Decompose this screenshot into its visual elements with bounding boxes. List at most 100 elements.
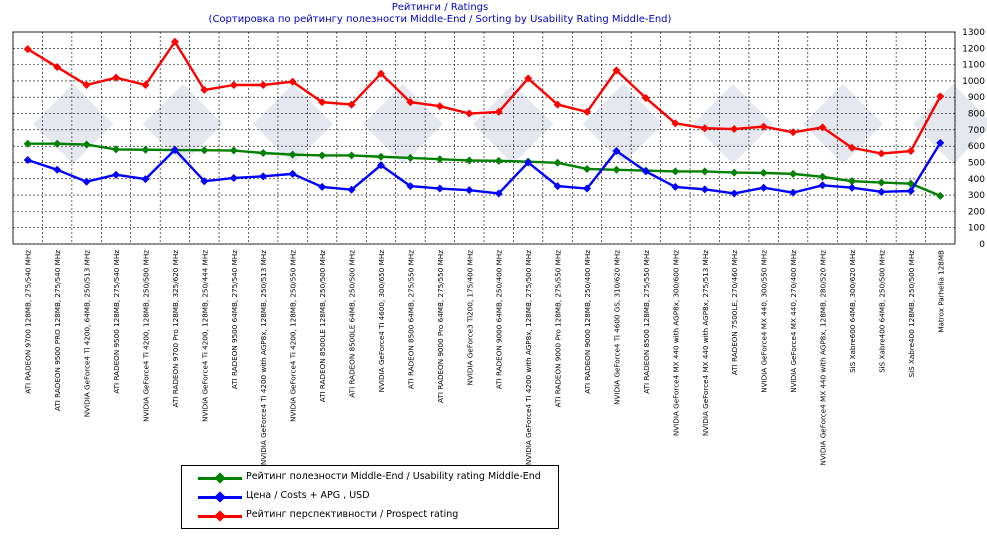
series-2-point [288, 77, 297, 86]
series-0-point [553, 158, 562, 167]
series-0-point [53, 139, 62, 148]
x-tick-label: Matrox Parhelia 128MB [936, 250, 945, 333]
series-1-point [641, 167, 650, 176]
series-2-point [877, 149, 886, 158]
series-1-point [259, 172, 268, 181]
series-2-point [818, 123, 827, 132]
chart-legend: Рейтинг полезности Middle-End / Usabilit… [181, 465, 559, 529]
x-tick-label: ATI RADEON 9500 128MB, 275/540 MHz [112, 250, 121, 394]
series-2-point [200, 85, 209, 94]
series-0-point [700, 167, 709, 176]
watermark-shape [583, 84, 663, 164]
y-tick-label: 900 [968, 93, 985, 103]
chart-subtitle: (Сортировка по рейтингу полезности Middl… [208, 14, 672, 25]
series-0-point [877, 178, 886, 187]
series-2-point [112, 73, 121, 82]
series-2-point [641, 94, 650, 103]
watermark-shape [693, 84, 773, 164]
series-0-point [847, 177, 856, 186]
x-tick-label: NVIDIA GeForce4 MX 440 with AGP8x, 300/6… [671, 250, 680, 436]
series-1-point [23, 156, 32, 165]
series-2-point [435, 102, 444, 111]
series-2-point [759, 122, 768, 131]
x-tick-label: ATI RADEON 8500LE 64MB, 250/500 MHz [348, 250, 357, 398]
series-0-point [82, 140, 91, 149]
x-tick-label: NVIDIA GeForce4 Ti 4200, 128MB, 250/500 … [141, 250, 150, 422]
series-1-point [847, 183, 856, 192]
series-2-point [730, 125, 739, 134]
x-tick-label: NVIDIA GeForce4 Ti 4200 with AGP8x, 128M… [259, 250, 268, 465]
x-tick-label: ATI RADEON 7500LE, 270/460 MHz [730, 250, 739, 375]
x-tick-label: NVIDIA GeForce3 Ti200, 175/400 MHz [465, 250, 474, 386]
series-2-point [82, 81, 91, 89]
x-tick-label: SiS Xabre600 64MB, 300/620 MHz [848, 250, 857, 373]
series-2-point [229, 81, 238, 89]
y-tick-label: 800 [968, 110, 985, 120]
y-tick-label: 700 [968, 126, 985, 136]
series-0-point [583, 164, 592, 173]
series-2-point [936, 92, 945, 101]
watermark-shape [473, 84, 553, 164]
series-2-point [700, 124, 709, 133]
x-tick-label: SiS Xabre400 128MB, 250/500 MHz [907, 250, 916, 378]
series-0-point [936, 191, 945, 200]
line-chart: 0 100 200 300 400 500 600 700 800 900 1000 1100 1200… [12, 28, 987, 465]
series-1-point [906, 187, 915, 195]
x-tick-label: NVIDIA GeForce4 MX 440 with AGP8x, 275/5… [701, 250, 710, 436]
series-1-point [730, 189, 739, 198]
series-2-point [53, 63, 62, 72]
series-1-point [53, 165, 62, 174]
series-2-point [494, 107, 503, 116]
series-1-point [700, 185, 709, 194]
y-tick-label: 100 [968, 224, 985, 234]
series-0-point [435, 155, 444, 164]
x-tick-label: ATI RADEON 9700 Pro 128MB, 325/620 MHz [171, 250, 180, 408]
y-tick-label: 600 [968, 142, 985, 152]
series-0-point [229, 146, 238, 155]
series-0-point [730, 168, 739, 177]
series-0-point [494, 156, 503, 165]
watermark-shape [913, 84, 987, 164]
x-tick-label: ATI RADEON 8500 128MB, 275/550 MHz [642, 250, 651, 394]
series-0-point [23, 139, 32, 148]
x-tick-label: ATI RADEON 9000 Pro 128MB, 275/550 MHz [554, 250, 563, 408]
series-0-point [818, 172, 827, 181]
x-tick-label: NVIDIA GeForce4 MX 440, 270/400 MHz [789, 250, 798, 393]
series-1-point [141, 175, 150, 184]
series-0-point [671, 167, 680, 176]
series-1-point [789, 188, 798, 197]
series-2-point [259, 81, 268, 89]
x-tick-label: ATI RADEON 8500 64MB, 275/550 MHz [406, 250, 415, 389]
legend-item-prospect: Рейтинг перспективности / Prospect ratin… [182, 508, 558, 524]
x-tick-label: ATI RADEON 8500LE 128MB, 250/500 MHz [318, 250, 327, 402]
series-1-point [671, 182, 680, 191]
series-2-point [465, 109, 474, 118]
x-tick-label: NVIDIA GeForce4 MX 440 with AGP8x, 128MB… [819, 250, 828, 465]
x-tick-label: SiS Xabre400 64MB, 250/500 MHz [877, 250, 886, 373]
series-2-point [671, 119, 680, 128]
series-1-point [347, 185, 356, 194]
series-2-point [553, 100, 562, 109]
series-1-point [936, 138, 945, 147]
y-tick-label: 500 [968, 158, 985, 168]
legend-label-prospect: Рейтинг перспективности / Prospect ratin… [246, 509, 459, 520]
x-tick-label: NVIDIA GeForce4 Ti 4200 with AGP8x, 128M… [524, 250, 533, 465]
legend-item-costs: Цена / Costs + APG , USD [182, 489, 558, 505]
series-2-point [583, 107, 592, 116]
series-1-point [376, 161, 385, 170]
x-tick-label: ATI RADEON 9500 64MB, 275/540 MHz [230, 250, 239, 389]
series-1-point [112, 170, 121, 179]
series-1-point [288, 169, 297, 178]
series-0-point [318, 151, 327, 160]
series-0-point [288, 150, 297, 159]
series-2-point [906, 147, 915, 156]
series-2-point [141, 81, 150, 89]
y-tick-label: 0 [979, 240, 985, 250]
series-2-point [524, 74, 533, 83]
x-tick-label: ATI RADEON 9000 Pro 64MB, 275/550 MHz [436, 250, 445, 403]
x-tick-label: NVIDIA GeForce4 Ti 4200, 64MB, 250/513 M… [83, 250, 92, 417]
chart-title: Рейтинги / Ratings [391, 2, 489, 13]
series-0-point [112, 145, 121, 154]
series-line-2 [27, 40, 942, 155]
series-0-point [200, 146, 209, 155]
